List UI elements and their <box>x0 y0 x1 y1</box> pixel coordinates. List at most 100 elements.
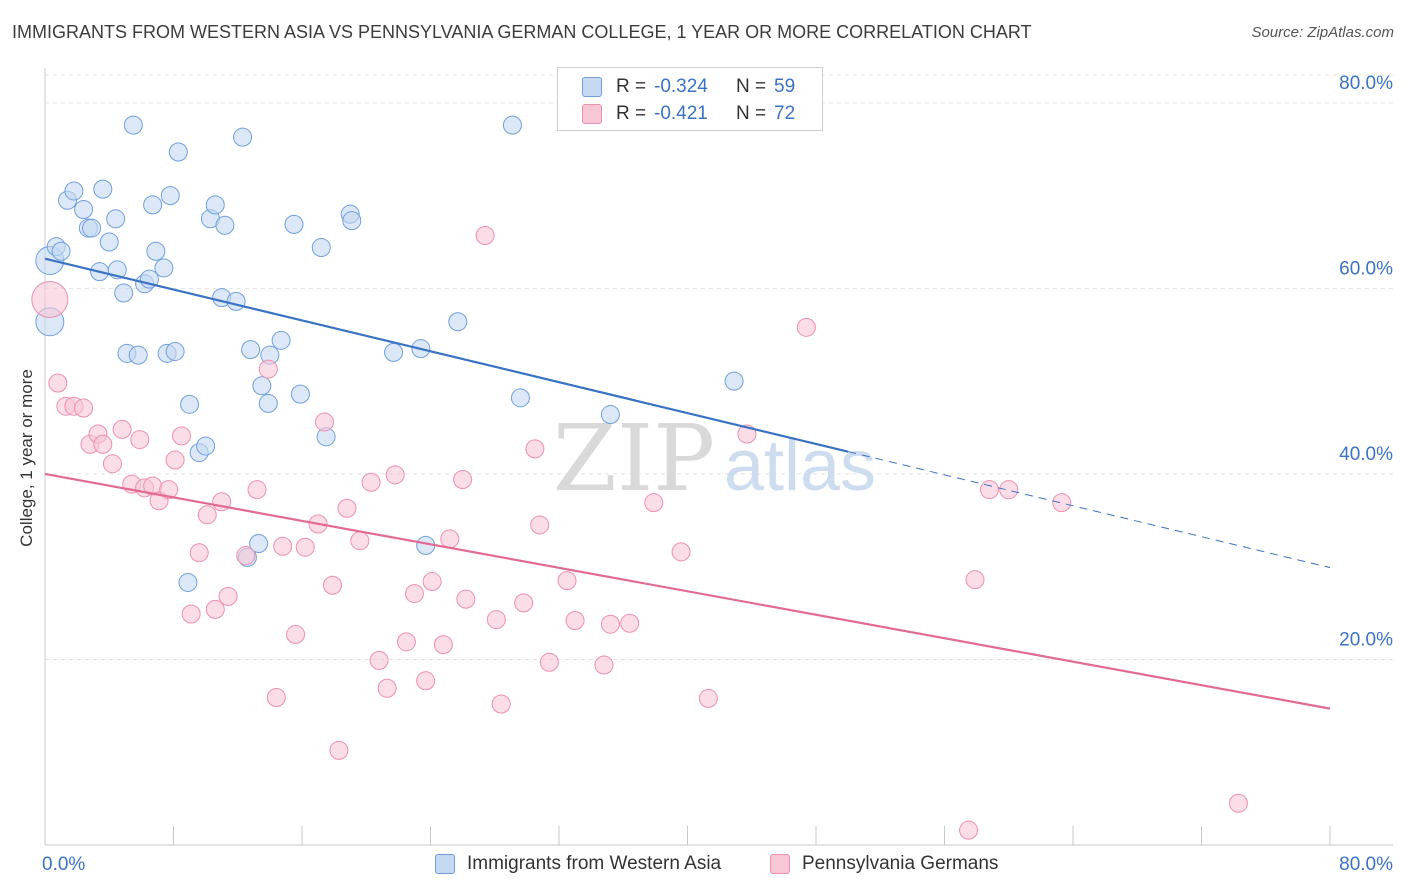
point-western-asia <box>143 195 163 215</box>
point-western-asia <box>180 394 200 414</box>
point-pennsylvania-germans <box>247 480 267 500</box>
point-pennsylvania-germans <box>514 593 534 613</box>
point-pennsylvania-germans <box>979 480 999 500</box>
point-pennsylvania-germans <box>600 614 620 634</box>
watermark: ZIP atlas <box>553 405 876 512</box>
watermark-zip: ZIP <box>553 405 715 512</box>
point-pennsylvania-germans <box>172 426 192 446</box>
point-pennsylvania-germans <box>594 655 614 675</box>
point-western-asia <box>106 209 126 229</box>
legend-n-value: 59 <box>774 76 796 97</box>
point-pennsylvania-germans <box>112 419 132 439</box>
point-western-asia <box>724 371 744 391</box>
point-pennsylvania-germans <box>323 575 343 595</box>
point-pennsylvania-germans <box>416 671 436 691</box>
point-pennsylvania-germans <box>486 610 506 630</box>
y-tick-label: 20.0% <box>1339 629 1393 650</box>
point-pennsylvania-germans <box>433 635 453 655</box>
point-pennsylvania-germans <box>475 225 495 245</box>
axes <box>44 68 1393 846</box>
point-pennsylvania-germans <box>396 632 416 652</box>
point-pennsylvania-germans <box>273 536 293 556</box>
legend-row-pennsylvania-germans: R = -0.421 N = 72 <box>558 100 795 128</box>
point-pennsylvania-germans <box>130 430 150 450</box>
point-pennsylvania-germans <box>314 412 334 432</box>
point-pennsylvania-germans <box>165 450 185 470</box>
point-western-asia <box>252 376 272 396</box>
legend-r-value: -0.324 <box>654 76 708 97</box>
point-pennsylvania-germans <box>377 678 397 698</box>
point-pennsylvania-germans <box>796 317 816 337</box>
legend-row-western-asia: R = -0.324 N = 59 <box>558 73 795 101</box>
point-western-asia <box>64 181 84 201</box>
point-pennsylvania-germans <box>491 694 511 714</box>
point-western-asia <box>510 388 530 408</box>
legend-r-label: R = <box>616 76 647 97</box>
point-pennsylvania-germans <box>197 505 217 525</box>
stats-legend: R = -0.324 N = 59 R = -0.421 N = 72 <box>557 67 823 131</box>
x-tick-label-min: 0.0% <box>42 854 85 875</box>
y-tick-label: 80.0% <box>1339 73 1393 94</box>
point-western-asia <box>290 384 310 404</box>
bottom-legend-swatch-pennsylvania-germans <box>770 854 790 874</box>
trend-lines <box>44 257 1331 710</box>
source-label: Source: ZipAtlas.com <box>1251 24 1394 41</box>
point-pennsylvania-germans <box>258 359 278 379</box>
point-pennsylvania-germans <box>959 820 979 840</box>
point-pennsylvania-germans <box>74 398 94 418</box>
point-pennsylvania-germans <box>350 531 370 551</box>
point-western-asia <box>226 291 246 311</box>
point-western-asia <box>600 405 620 425</box>
bottom-legend-swatch-western-asia <box>435 854 455 874</box>
grid-lines <box>45 74 1393 660</box>
point-western-asia <box>284 214 304 234</box>
point-pennsylvania-germans <box>698 688 718 708</box>
point-western-asia <box>258 393 278 413</box>
x-tick-label-max: 80.0% <box>1339 854 1393 875</box>
trend-line-pennsylvania-germans <box>44 472 1331 710</box>
point-western-asia <box>241 340 261 360</box>
point-pennsylvania-germans <box>440 529 460 549</box>
point-pennsylvania-germans <box>525 439 545 459</box>
tick-labels: 20.0% 40.0% 60.0% 80.0% 0.0% 80.0% <box>42 73 1393 875</box>
trend-line-western-asia <box>44 257 849 453</box>
point-pennsylvania-germans <box>236 546 256 566</box>
point-western-asia <box>196 436 216 456</box>
legend-n-label: N = <box>736 103 767 124</box>
chart-title: IMMIGRANTS FROM WESTERN ASIA VS PENNSYLV… <box>12 22 1032 42</box>
point-pennsylvania-germans <box>369 650 389 670</box>
point-pennsylvania-germans <box>361 472 381 492</box>
legend-r-label: R = <box>616 103 647 124</box>
point-pennsylvania-germans <box>999 480 1019 500</box>
data-points <box>31 115 1248 840</box>
legend-n-value: 72 <box>774 103 796 124</box>
point-pennsylvania-germans <box>337 498 357 518</box>
point-pennsylvania-germans <box>1052 493 1072 513</box>
point-western-asia <box>165 341 185 361</box>
point-pennsylvania-germans <box>1228 793 1248 813</box>
y-axis-title: College, 1 year or more <box>17 369 36 547</box>
point-western-asia <box>146 241 166 261</box>
legend-n-label: N = <box>736 76 767 97</box>
point-western-asia <box>123 115 143 135</box>
point-pennsylvania-germans <box>266 687 286 707</box>
point-western-asia <box>205 195 225 215</box>
point-western-asia <box>93 179 113 199</box>
point-western-asia <box>82 218 102 238</box>
y-tick-label: 40.0% <box>1339 444 1393 465</box>
point-pennsylvania-germans <box>48 373 68 393</box>
point-pennsylvania-germans <box>539 652 559 672</box>
point-western-asia <box>154 258 174 278</box>
point-pennsylvania-germans <box>159 480 179 500</box>
point-pennsylvania-germans <box>965 570 985 590</box>
point-pennsylvania-germans <box>404 584 424 604</box>
point-pennsylvania-germans <box>422 572 442 592</box>
point-western-asia <box>502 115 522 135</box>
point-pennsylvania-germans <box>385 465 405 485</box>
point-western-asia <box>271 330 291 350</box>
point-western-asia <box>99 232 119 252</box>
point-western-asia <box>128 345 148 365</box>
point-pennsylvania-germans <box>31 281 69 319</box>
bottom-legend-label-western-asia: Immigrants from Western Asia <box>467 853 722 874</box>
